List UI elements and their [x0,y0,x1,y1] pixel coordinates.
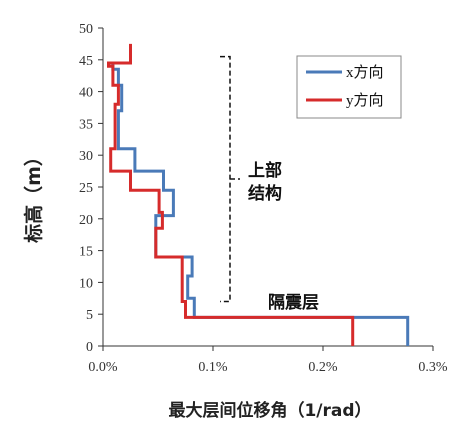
tick-labels: 0.0% 0.1% 0.2% 0.3% 0 5 10 15 20 25 30 35 40 45 50 [79,22,448,375]
axes [98,27,434,351]
y-tick-label: 5 [86,308,93,323]
y-tick-label: 25 [79,181,93,196]
series-lines [107,43,410,346]
x-tick-label: 0.3% [418,360,448,375]
x-tick-label: 0.0% [88,360,118,375]
isolation-annotation: 隔震层 [268,293,319,313]
bracket-path [220,55,240,303]
series-line-y-direction [107,43,355,346]
upper-annotation-line1: 上部 [248,160,282,181]
legend-label-y: y方向 [346,92,384,109]
x-axis-label: 最大层间位移角（1/rad） [168,400,371,421]
legend-box [296,55,402,119]
y-tick-label: 40 [79,86,93,101]
y-tick-label: 20 [79,213,93,228]
y-tick-label: 0 [86,340,93,355]
y-tick-label: 30 [79,149,93,164]
y-tick-label: 15 [79,245,93,260]
upper-structure-bracket [220,55,240,303]
y-tick-label: 45 [79,54,93,69]
y-axis-label: 标高（m） [22,147,45,243]
legend: x方向 y方向 [296,55,402,119]
y-tick-label: 50 [79,22,93,37]
y-tick-label: 35 [79,117,93,132]
legend-label-x: x方向 [346,64,384,81]
upper-annotation-line2: 结构 [248,183,282,204]
x-tick-label: 0.1% [198,360,228,375]
y-tick-label: 10 [79,276,93,291]
x-tick-label: 0.2% [308,360,338,375]
